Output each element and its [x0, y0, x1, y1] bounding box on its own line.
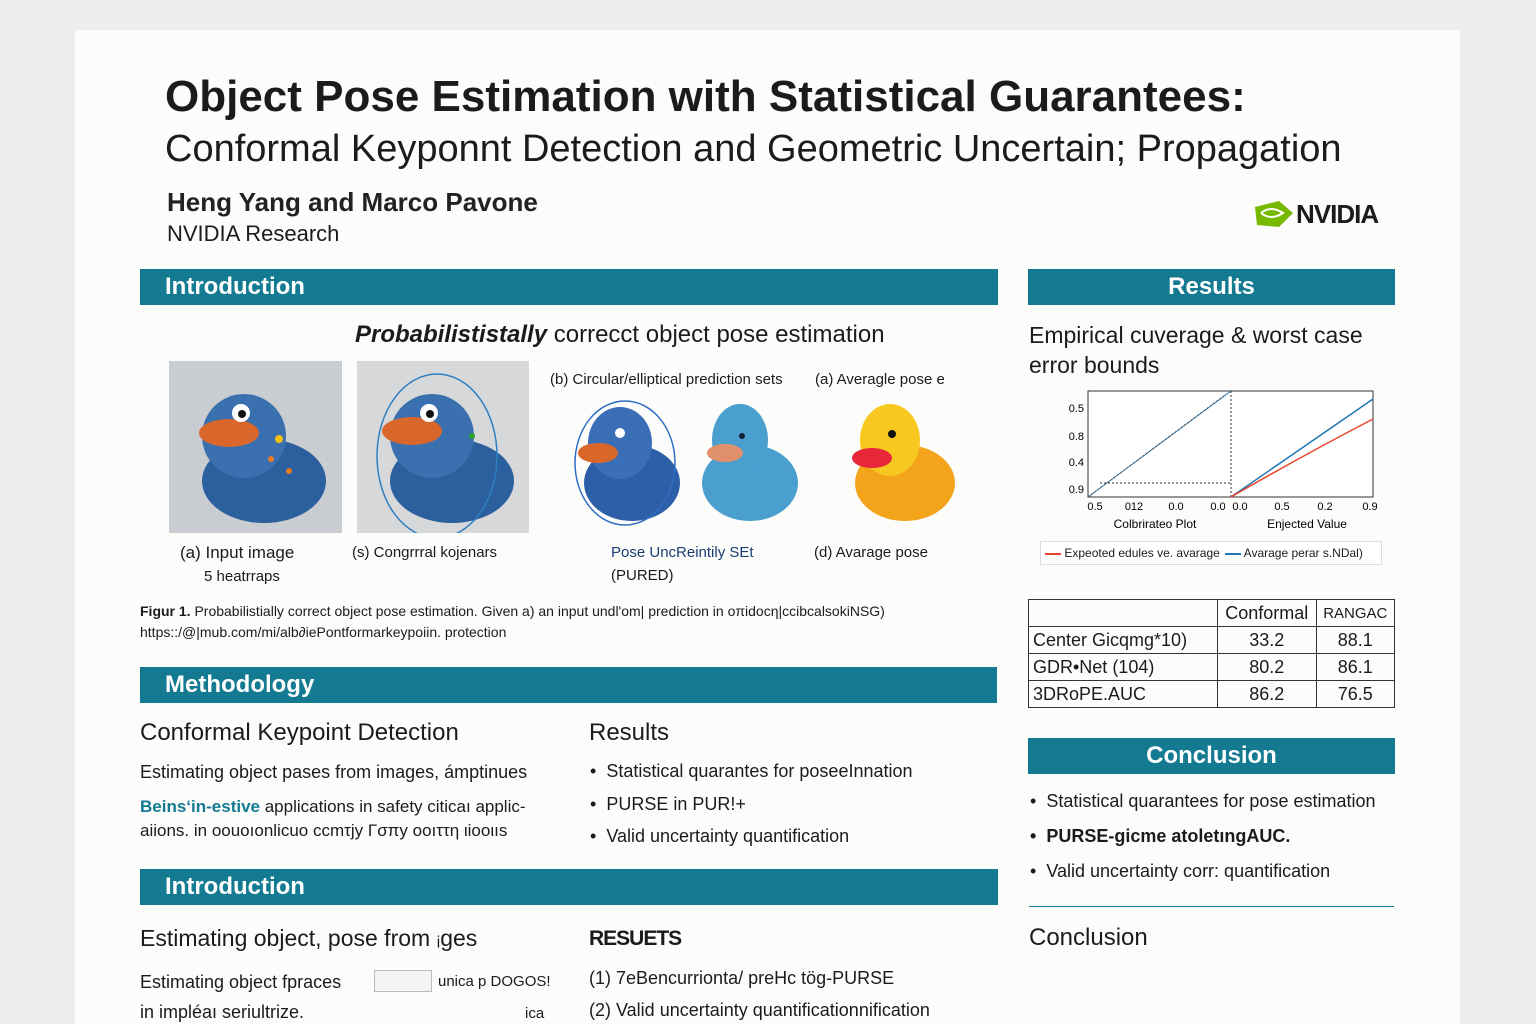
- cell: 80.2: [1217, 653, 1317, 681]
- section-heading: Methodology: [140, 667, 997, 703]
- subheading: RESUETS: [589, 927, 682, 950]
- figure-title: Probabilististally correcct object pose …: [355, 321, 885, 349]
- x-label: Colbrirateo Plot: [1114, 517, 1197, 531]
- figure-caption: Figur 1. Probabilistially correct object…: [140, 603, 885, 619]
- legend-label: Expeoted edules ve. avarage: [1064, 546, 1220, 560]
- caption-label: Figur 1.: [140, 603, 191, 619]
- bullet-text: PURSE-gicme atoletıngAUC.: [1046, 826, 1291, 846]
- cell: 76.5: [1315, 680, 1396, 708]
- panel-label: (a) Averagle pose e: [815, 371, 945, 388]
- bullet: • Valid uncertainty corr: quantification: [1030, 861, 1331, 881]
- cell: [1028, 599, 1218, 627]
- bullet-text: Statistical quarantees for pose estimati…: [1046, 791, 1376, 811]
- table-row: Center Gicqmg*10) 33.2 88.1: [1028, 626, 1396, 654]
- bullet: • Statistical quarantes for poseeInnatio…: [590, 761, 913, 781]
- cell: 33.2: [1217, 626, 1317, 654]
- table-row: 3DRoPE.AUC 86.2 76.5: [1028, 680, 1396, 708]
- x-tick-label: 0.9: [1362, 501, 1377, 513]
- paragraph: Beins‘in-estive applications in safety c…: [140, 797, 526, 817]
- panel-label: (b) Circular/elliptical prediction sets: [550, 371, 783, 388]
- x-tick-label: 0.2: [1317, 501, 1332, 513]
- legend: [1040, 541, 1382, 565]
- caption: (PURED): [611, 567, 674, 584]
- legend-item: Expeoted edules ve. avarage: [1045, 546, 1220, 560]
- emphasis: Beins‘in-estive: [140, 797, 260, 816]
- logo-text: NVIDIA: [1296, 199, 1379, 229]
- results-table: Conformal RANGAC Center Gicqmg*10) 33.2 88.…: [1028, 599, 1396, 708]
- caption: (s) Congrrral kojenars: [352, 544, 498, 561]
- x-tick-label: 012: [1125, 501, 1143, 513]
- paragraph: Estimating object pases from images, ámp…: [140, 762, 528, 782]
- logo-icon: [1255, 201, 1293, 227]
- column-header: Conformal: [1217, 599, 1317, 627]
- cell: 86.1: [1315, 653, 1396, 681]
- x-tick-label: 0.5: [1274, 501, 1289, 513]
- bullet: • PURSE-gicme atoletıngAUC.: [1030, 826, 1291, 846]
- cell: GDR•Net (104): [1028, 653, 1218, 681]
- x-label: Enjected Value: [1267, 517, 1347, 531]
- bullet-text: PURSE in PUR!+: [606, 794, 746, 814]
- legend-label: Avarage perar s.NDal): [1243, 546, 1363, 560]
- title: Object Pose Estimation with Statistical …: [165, 72, 1246, 121]
- section-heading: Results: [1028, 269, 1395, 305]
- subtitle: Conformal Keyponnt Detection and Geometr…: [165, 128, 1342, 170]
- x-tick-label: 0.5: [1087, 501, 1102, 513]
- section-heading: Introduction: [140, 269, 998, 305]
- paragraph: Estimating object fpraces: [140, 972, 342, 992]
- subheading: Empirical cuverage & worst case: [1029, 322, 1363, 348]
- list-item: (1) 7eBencurrionta/ preHc tög-PURSE: [589, 968, 895, 988]
- bullet: • PURSE in PUR!+: [590, 794, 746, 814]
- y-tick-label: 0.8: [1069, 431, 1084, 443]
- bullet-text: Valid uncertainty corr: quantification: [1046, 861, 1331, 881]
- caption: (a) Input image: [180, 543, 295, 562]
- paragraph: ica: [525, 1005, 545, 1022]
- x-tick-label: 0.0: [1232, 501, 1247, 513]
- caption: (d) Avarage pose: [814, 544, 928, 561]
- subheading: error bounds: [1029, 352, 1160, 378]
- x-tick-label: 0.0: [1210, 501, 1225, 513]
- x-tick-label: 0.0: [1168, 501, 1183, 513]
- input-photo: [169, 361, 342, 533]
- figure-title-emphasis: Probabilististally: [355, 321, 548, 348]
- authors: Heng Yang and Marco Pavone: [167, 187, 538, 217]
- bullet: • Statistical quarantees for pose estima…: [1030, 791, 1376, 811]
- heatmap-photo: [357, 361, 529, 533]
- figure-title-rest: correcct object pose estimation: [547, 321, 885, 348]
- table-row: GDR•Net (104) 80.2 86.1: [1028, 653, 1396, 681]
- cell: Center Gicqmg*10): [1028, 626, 1218, 654]
- calibration-plot: 0.5 0.8 0.4 0.9 0.5 012 0.0 0.0 0.0 0.5 0.2 0.9…: [1069, 390, 1378, 531]
- figure-caption: https::/@|mub.com/mi/alb∂iePontformarkey…: [140, 624, 507, 640]
- legend-item: Avarage perar s.NDal): [1225, 546, 1363, 560]
- section-heading: Conclusion: [1028, 738, 1395, 774]
- y-tick-label: 0.5: [1069, 403, 1084, 415]
- paragraph: unica p DOGOS!: [438, 973, 551, 990]
- cell: 3DRoPE.AUC: [1028, 680, 1218, 708]
- paragraph: in impléaı seriultrize.: [140, 1002, 305, 1022]
- text: applications in safety citicaı applic-: [260, 797, 526, 816]
- duck-renders: [574, 400, 955, 526]
- section-heading: Introduction: [140, 869, 998, 905]
- column-header: RANGAC: [1315, 599, 1396, 627]
- cell: 88.1: [1315, 626, 1396, 654]
- affiliation: NVIDIA Research: [167, 221, 340, 246]
- y-tick-label: 0.4: [1069, 457, 1084, 469]
- bullet-text: Valid uncertainty quantification: [606, 826, 850, 846]
- caption-text: Probabilistially correct object pose est…: [194, 603, 885, 619]
- cell: 86.2: [1217, 680, 1317, 708]
- subheading: Estimating object, pose from ᵢges: [140, 925, 478, 951]
- bullet-text: Statistical quarantes for poseeInnation: [606, 761, 913, 781]
- subheading: Conformal Keypoint Detection: [140, 719, 459, 746]
- caption: Pose UncReintily SEt: [611, 544, 754, 561]
- footer-heading: Conclusion: [1029, 924, 1148, 951]
- bullet: • Valid uncertainty quantification: [590, 826, 850, 846]
- subheading: Results: [589, 719, 670, 746]
- divider: [1029, 906, 1394, 907]
- paragraph: aiions. in oouoıonlicuo ccmτjy Γσπy ooıτ…: [140, 821, 508, 840]
- caption: 5 heatrraps: [204, 568, 280, 585]
- y-tick-label: 0.9: [1069, 484, 1084, 496]
- inset-image: [374, 970, 432, 992]
- list-item: (2) Valid uncertainty quantificationnifi…: [589, 1000, 930, 1020]
